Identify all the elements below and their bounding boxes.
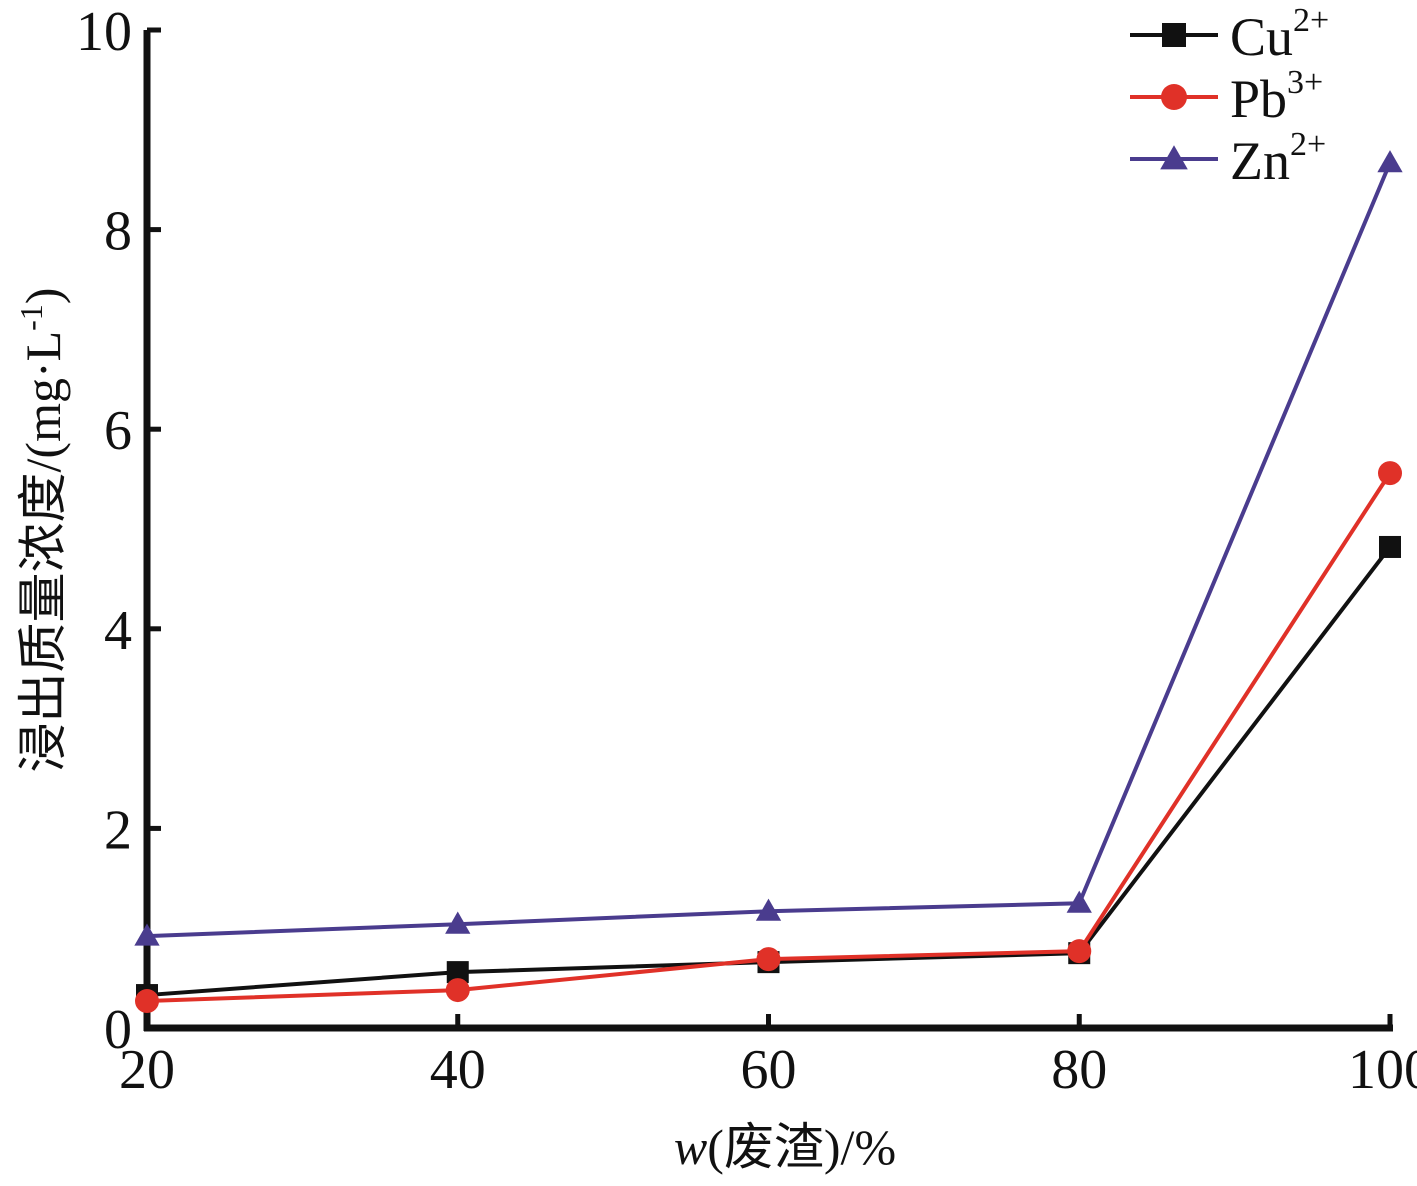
- data-point: [1067, 939, 1092, 964]
- axis-titles: w(废渣)/% 浸出质量浓度/(mg·L-1): [13, 288, 896, 1175]
- legend-label: Zn2+: [1230, 126, 1326, 191]
- legend-item-pb: Pb3+: [1130, 64, 1323, 129]
- legend-label: Pb3+: [1230, 64, 1323, 129]
- y-axis-title: 浸出质量浓度/(mg·L-1): [13, 288, 71, 773]
- axes: 0 2 4 6 8 10 20 40 60 80 100: [76, 1, 1417, 1101]
- series-line: [146, 472, 1392, 1004]
- x-axis-title: w(废渣)/%: [674, 1119, 896, 1175]
- series-cu: [136, 535, 1401, 1007]
- data-point: [446, 961, 469, 984]
- series-zn: [134, 150, 1403, 946]
- data-point: [1162, 23, 1186, 47]
- y-tick-label: 10: [76, 1, 132, 63]
- data-point: [1378, 461, 1402, 486]
- legend-label: Cu2+: [1230, 2, 1329, 67]
- series-pb: [135, 461, 1402, 1014]
- data-point: [756, 947, 781, 972]
- data-point: [445, 978, 470, 1003]
- y-tick-label: 6: [104, 400, 132, 462]
- series-layer: [134, 150, 1403, 1014]
- x-tick-label: 40: [430, 1039, 486, 1101]
- series-line: [146, 161, 1392, 939]
- data-point: [135, 989, 159, 1014]
- data-point: [445, 911, 471, 934]
- legend-item-zn: Zn2+: [1130, 126, 1326, 191]
- y-tick-label: 8: [104, 201, 132, 263]
- data-point: [1379, 535, 1401, 558]
- legend: Cu2+Pb3+Zn2+: [1130, 2, 1329, 191]
- data-point: [1161, 84, 1187, 110]
- x-tick-label: 20: [119, 1039, 175, 1101]
- y-tick-label: 2: [104, 799, 132, 861]
- x-tick-label: 80: [1051, 1039, 1107, 1101]
- x-tick-label: 100: [1348, 1039, 1417, 1101]
- legend-item-cu: Cu2+: [1130, 2, 1329, 67]
- data-point: [134, 923, 160, 946]
- y-tick-label: 0: [104, 999, 132, 1061]
- data-point: [1377, 150, 1403, 173]
- data-point: [755, 898, 782, 921]
- y-tick-label: 4: [104, 600, 132, 662]
- x-tick-label: 60: [741, 1039, 797, 1101]
- data-point: [1160, 145, 1188, 170]
- data-point: [1066, 890, 1092, 913]
